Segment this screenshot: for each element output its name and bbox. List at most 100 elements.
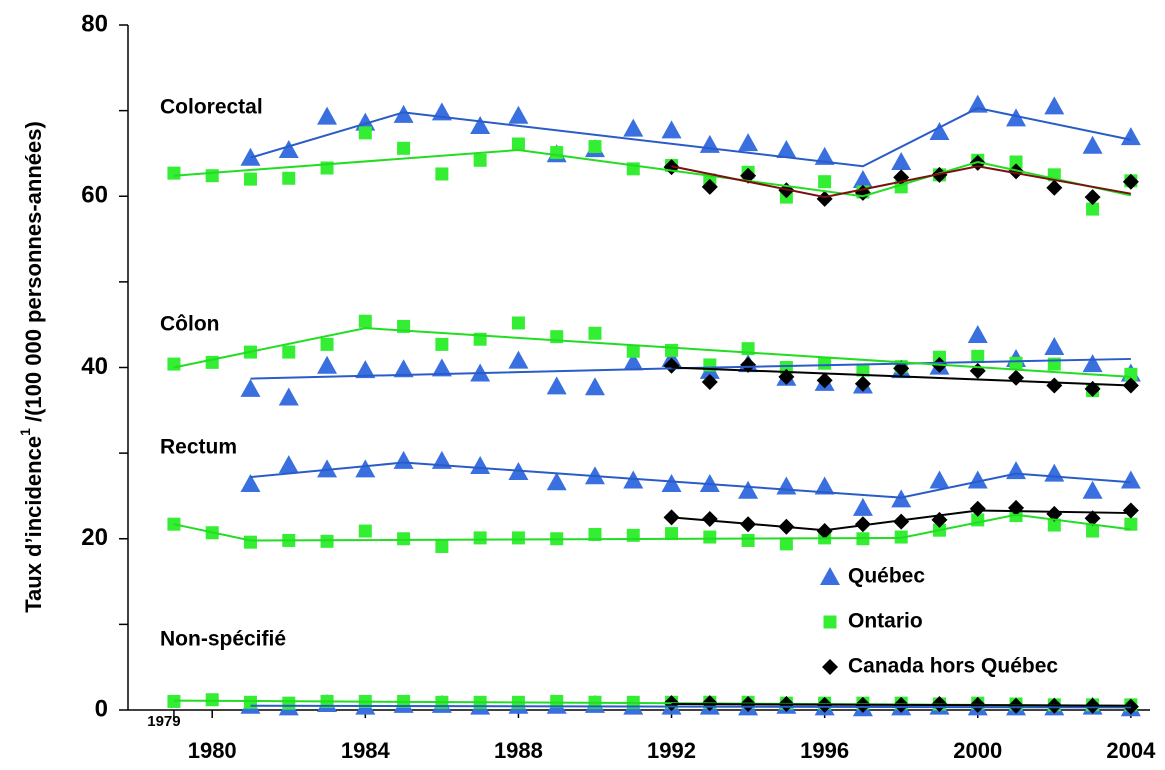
triangle-marker xyxy=(623,352,644,371)
square-marker xyxy=(550,694,564,708)
diamond-marker xyxy=(1084,189,1101,206)
triangle-marker xyxy=(738,480,759,499)
triangle-marker xyxy=(967,470,988,489)
square-marker xyxy=(971,349,985,363)
triangle-marker xyxy=(317,459,338,478)
group-label: Côlon xyxy=(160,313,219,336)
triangle-marker xyxy=(776,476,797,495)
triangle-marker xyxy=(278,455,299,474)
triangle-marker xyxy=(1006,461,1027,480)
diamond-marker xyxy=(854,516,871,533)
square-marker xyxy=(397,141,411,155)
square-marker xyxy=(1009,155,1023,169)
square-marker xyxy=(665,343,679,357)
legend-marker xyxy=(823,615,837,629)
y-title-sup: 1 xyxy=(17,428,33,436)
triangle-marker xyxy=(967,324,988,343)
triangle-marker xyxy=(1044,96,1065,115)
diamond-marker xyxy=(893,513,910,530)
square-marker xyxy=(1047,518,1061,532)
square-marker xyxy=(779,361,793,374)
square-marker xyxy=(282,345,296,359)
y-tick-label: 60 xyxy=(81,182,108,209)
triangle-marker xyxy=(699,473,720,492)
square-marker xyxy=(588,326,602,340)
square-marker xyxy=(205,693,219,707)
x-tick-label: 1980 xyxy=(188,738,237,763)
triangle-marker xyxy=(852,169,873,188)
triangle-marker xyxy=(393,450,414,469)
y-tick-label: 0 xyxy=(95,695,108,722)
y-axis-title: Taux d’incidence1 /(100 000 personnes-an… xyxy=(17,121,46,613)
triangle-marker xyxy=(355,459,376,478)
square-marker xyxy=(435,539,449,553)
square-marker xyxy=(779,537,793,551)
diamond-marker xyxy=(969,500,986,517)
triangle-marker xyxy=(929,122,950,141)
square-marker xyxy=(243,695,257,709)
square-marker xyxy=(435,337,449,351)
trend-line xyxy=(250,704,1131,709)
triangle-marker xyxy=(852,497,873,516)
diamond-marker xyxy=(1046,179,1063,196)
triangle-marker xyxy=(240,473,261,492)
square-marker xyxy=(703,530,717,544)
trend-line xyxy=(173,513,1131,542)
trend-line xyxy=(671,366,1131,387)
square-marker xyxy=(397,532,411,546)
diamond-marker xyxy=(1084,510,1101,527)
triangle-marker xyxy=(1044,336,1065,355)
square-marker xyxy=(1124,517,1138,531)
square-marker xyxy=(282,171,296,185)
x-tick-label: 2000 xyxy=(953,738,1002,763)
diamond-marker xyxy=(969,362,986,379)
diamond-marker xyxy=(701,511,718,528)
square-marker xyxy=(626,344,640,358)
square-marker xyxy=(1009,356,1023,370)
square-marker xyxy=(473,153,487,167)
square-marker xyxy=(358,126,372,140)
square-marker xyxy=(511,531,525,545)
square-marker xyxy=(205,169,219,183)
trend-line xyxy=(250,461,1131,499)
triangle-marker xyxy=(508,350,529,369)
square-marker xyxy=(588,527,602,541)
y-tick-label: 40 xyxy=(81,353,108,380)
square-marker xyxy=(167,166,181,180)
trend-line xyxy=(173,149,1132,198)
group-label: Colorectal xyxy=(160,96,263,119)
triangle-marker xyxy=(929,470,950,489)
square-marker xyxy=(741,533,755,547)
triangle-marker xyxy=(278,387,299,406)
triangle-marker xyxy=(546,376,567,395)
trend-line xyxy=(671,703,1131,707)
square-marker xyxy=(856,363,870,377)
triangle-marker xyxy=(814,476,835,495)
triangle-marker xyxy=(891,152,912,170)
triangle-marker xyxy=(1082,135,1103,154)
legend-marker xyxy=(822,659,838,675)
triangle-marker xyxy=(355,360,376,379)
x-tick-label: 1984 xyxy=(341,738,391,763)
y-tick-label: 20 xyxy=(81,524,108,551)
triangle-marker xyxy=(1120,470,1141,489)
x-tick-label: 1992 xyxy=(647,738,696,763)
triangle-marker xyxy=(1006,108,1027,127)
x-tick-label: 1979 xyxy=(147,713,180,730)
square-marker xyxy=(435,167,449,181)
square-marker xyxy=(511,137,525,151)
trend-line xyxy=(671,165,1132,199)
square-marker xyxy=(167,357,181,371)
legend-label: Canada hors Québec xyxy=(848,655,1058,678)
triangle-marker xyxy=(1082,480,1103,499)
diamond-marker xyxy=(1122,502,1139,519)
triangle-marker xyxy=(1044,463,1065,482)
triangle-marker xyxy=(278,140,299,159)
triangle-marker xyxy=(661,120,682,139)
triangle-marker xyxy=(546,472,567,491)
triangle-marker xyxy=(1120,127,1141,146)
triangle-marker xyxy=(393,104,414,123)
square-marker xyxy=(1086,524,1100,538)
square-marker xyxy=(282,696,296,710)
